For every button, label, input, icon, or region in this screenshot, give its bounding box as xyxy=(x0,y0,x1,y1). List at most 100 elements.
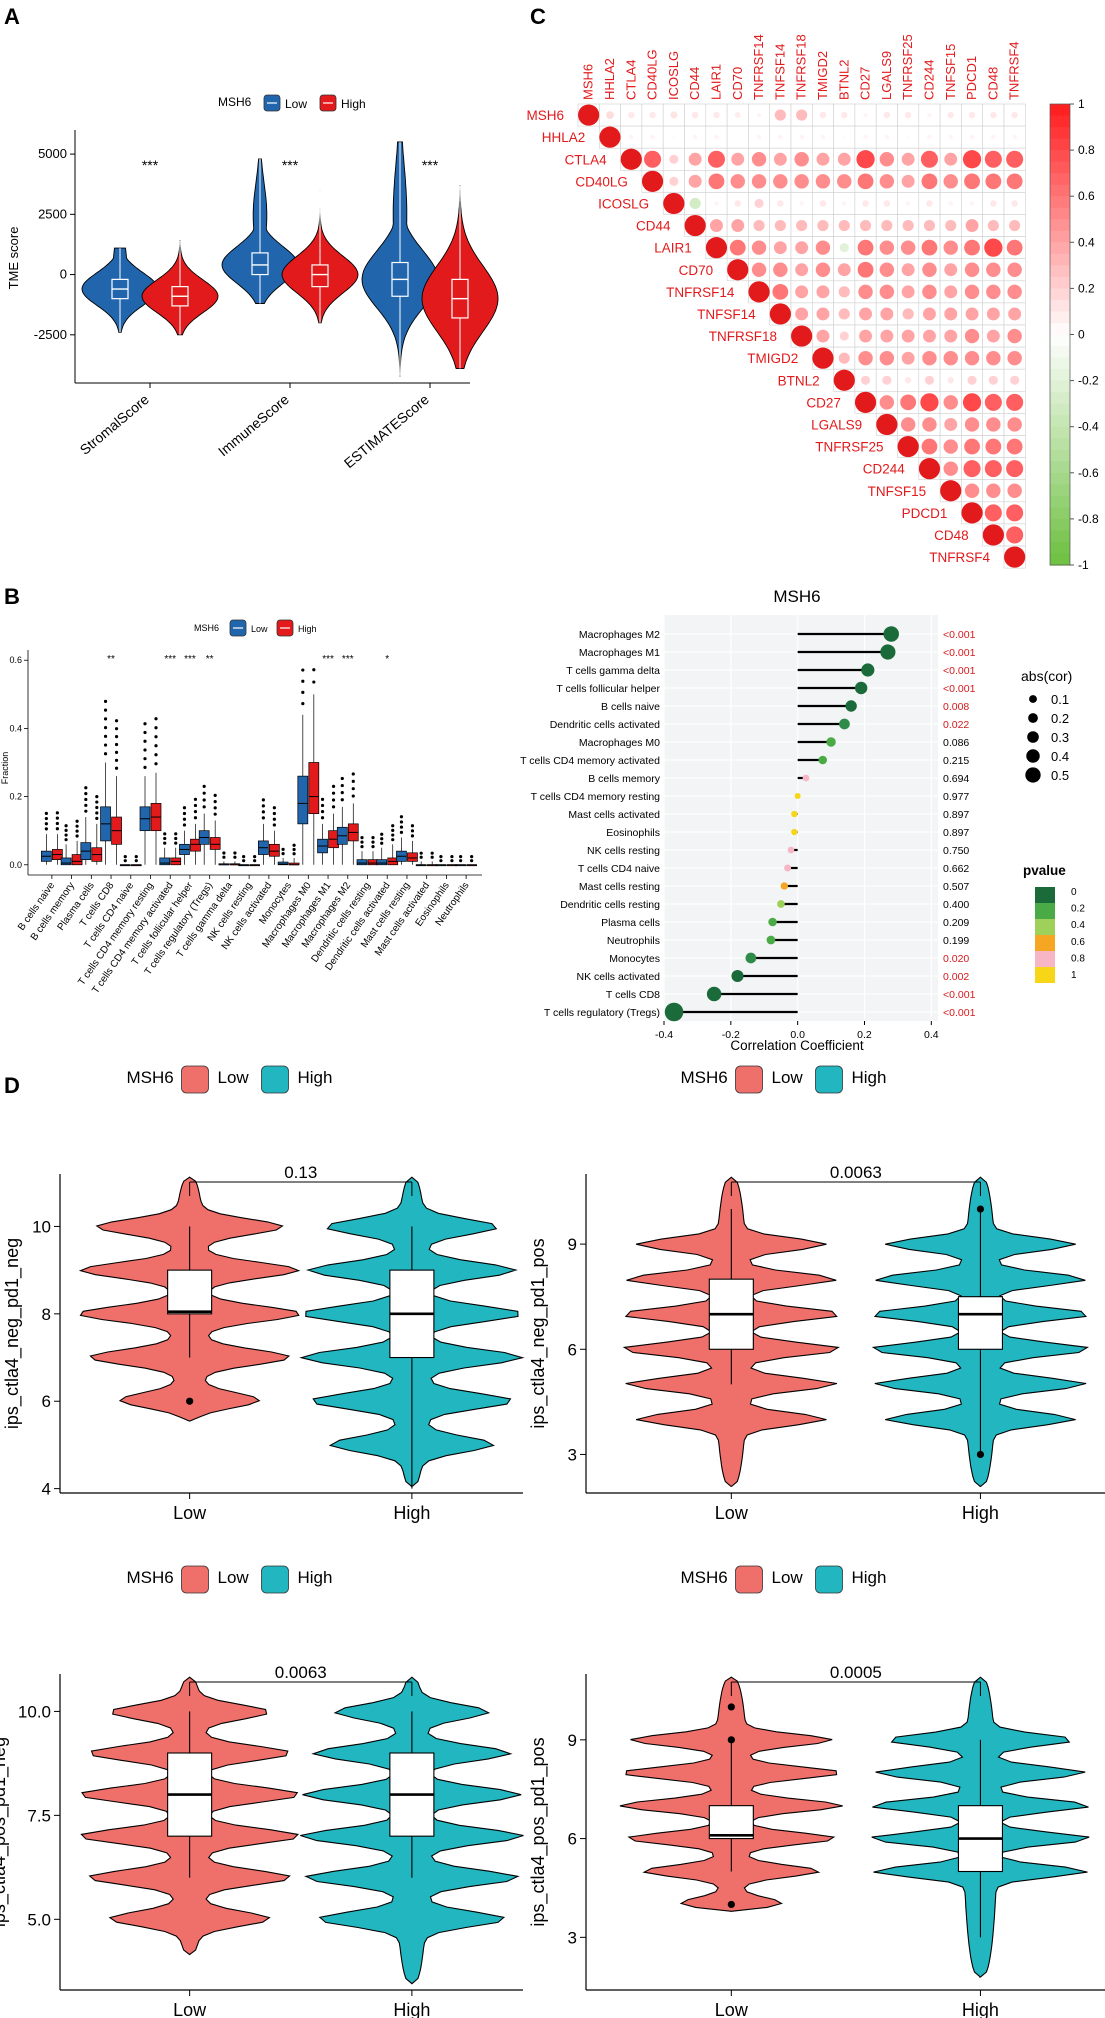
b-outlier xyxy=(399,830,404,834)
br-color-legend-label: 0.6 xyxy=(1071,937,1085,948)
d4-outlier xyxy=(727,1703,735,1711)
b-outlier xyxy=(213,800,217,804)
c-corr-circle xyxy=(754,198,764,209)
br-x-tick-label: 0.0 xyxy=(790,1029,805,1041)
b-outlier xyxy=(399,820,404,824)
d2-legend-low-key xyxy=(735,1065,763,1094)
b-outlier xyxy=(154,735,158,739)
d4-y-tick-label: 3 xyxy=(568,1928,577,1947)
b-outlier xyxy=(103,752,108,756)
b-outlier xyxy=(44,811,48,815)
b-box xyxy=(277,861,289,866)
c-corr-circle xyxy=(1007,262,1022,277)
br-p-value: 0.002 xyxy=(943,971,969,983)
c-row-label: CD27 xyxy=(806,395,841,410)
b-outlier xyxy=(95,811,99,815)
br-row-label: NK cells activated xyxy=(577,971,661,983)
b-outlier xyxy=(193,803,198,808)
c-corr-circle xyxy=(1009,219,1021,232)
b-outlier xyxy=(320,797,325,801)
b-outlier xyxy=(64,838,68,842)
c-col-label: TMIGD2 xyxy=(815,51,830,100)
b-legend-low-label: Low xyxy=(251,624,268,634)
c-corr-circle xyxy=(708,173,725,190)
c-corr-circle xyxy=(901,174,915,188)
c-row-label: HHLA2 xyxy=(542,130,586,145)
br-row-label: T cells CD4 naive xyxy=(578,863,660,875)
b-outlier xyxy=(114,766,119,770)
br-color-legend-swatch xyxy=(1035,951,1055,967)
c-corr-circle xyxy=(984,393,1002,411)
b-outlier xyxy=(281,852,285,856)
b-outlier xyxy=(410,829,415,833)
c-corr-circle xyxy=(644,150,662,168)
b-outlier xyxy=(193,797,198,801)
c-colorbar-segment xyxy=(1050,461,1070,474)
b-outlier xyxy=(103,725,108,730)
br-size-legend-title: abs(cor) xyxy=(1021,668,1072,684)
c-colorbar-segment xyxy=(1050,334,1070,347)
b-outlier xyxy=(360,836,364,840)
d1-y-tick-label: 4 xyxy=(42,1480,51,1499)
b-box xyxy=(297,775,309,825)
c-corr-circle xyxy=(729,239,746,256)
c-corr-circle xyxy=(778,134,783,140)
d1-legend-high-label: High xyxy=(298,1068,333,1087)
br-size-legend-label: 0.5 xyxy=(1051,768,1069,783)
panel-label-a: A xyxy=(4,4,20,29)
c-diagonal-circle xyxy=(833,369,855,391)
c-corr-circle xyxy=(943,439,958,454)
c-corr-circle xyxy=(773,174,788,189)
c-corr-circle xyxy=(756,112,762,118)
d2-legend-title: MSH6 xyxy=(681,1068,728,1087)
d3-y-axis-label: ips_ctla4_pos_pd1_neg xyxy=(0,1737,10,1927)
c-colorbar-segment xyxy=(1050,104,1070,117)
c-corr-circle xyxy=(922,262,937,277)
c-corr-circle xyxy=(857,261,874,278)
c-corr-circle xyxy=(731,152,745,166)
b-outlier xyxy=(360,845,364,849)
c-corr-circle xyxy=(773,262,788,277)
c-corr-circle xyxy=(669,154,679,164)
b-outlier xyxy=(114,758,119,762)
c-corr-circle xyxy=(901,351,915,365)
br-lollipop-dot xyxy=(818,755,827,765)
c-corr-circle xyxy=(816,152,830,166)
d1-y-axis-label: ips_ctla4_neg_pd1_neg xyxy=(2,1238,23,1429)
b-outlier xyxy=(292,847,296,852)
c-corr-circle xyxy=(795,307,809,321)
c-col-label: LGALS9 xyxy=(879,51,894,100)
br-row-label: Eosinophils xyxy=(606,827,660,839)
a-significance-label: *** xyxy=(282,157,299,173)
br-p-value: 0.977 xyxy=(943,791,969,803)
c-colorbar-segment xyxy=(1050,322,1070,336)
c-corr-circle xyxy=(880,329,894,343)
c-colorbar-segment xyxy=(1050,196,1070,209)
c-diagonal-circle xyxy=(705,237,728,259)
b-outlier xyxy=(222,851,226,855)
c-colorbar-segment xyxy=(1050,230,1070,243)
b-outlier xyxy=(331,784,336,788)
b-y-tick-label: 0.2 xyxy=(9,792,22,802)
b-outlier xyxy=(340,776,344,781)
br-lollipop-dot xyxy=(845,700,857,712)
br-row-label: T cells gamma delta xyxy=(566,665,660,677)
c-corr-circle xyxy=(947,111,954,119)
c-corr-circle xyxy=(857,173,874,190)
c-corr-circle xyxy=(902,219,914,232)
c-colorbar-segment xyxy=(1050,207,1070,220)
br-lollipop-dot xyxy=(794,793,801,799)
c-colorbar-tick-label: 0.6 xyxy=(1078,189,1095,203)
d4-outlier xyxy=(727,1900,735,1909)
c-corr-circle xyxy=(880,307,894,321)
b-outlier xyxy=(450,854,454,859)
d3-legend-low-key xyxy=(181,1565,209,1594)
c-row-label: LGALS9 xyxy=(811,417,862,432)
d2-legend-high-label: High xyxy=(852,1068,887,1087)
c-corr-circle xyxy=(967,375,977,385)
c-corr-circle xyxy=(921,239,938,256)
c-col-label: BTNL2 xyxy=(836,60,851,100)
b-outlier xyxy=(103,743,108,747)
d3-legend-high-label: High xyxy=(298,1568,333,1587)
c-corr-circle xyxy=(984,238,1003,257)
